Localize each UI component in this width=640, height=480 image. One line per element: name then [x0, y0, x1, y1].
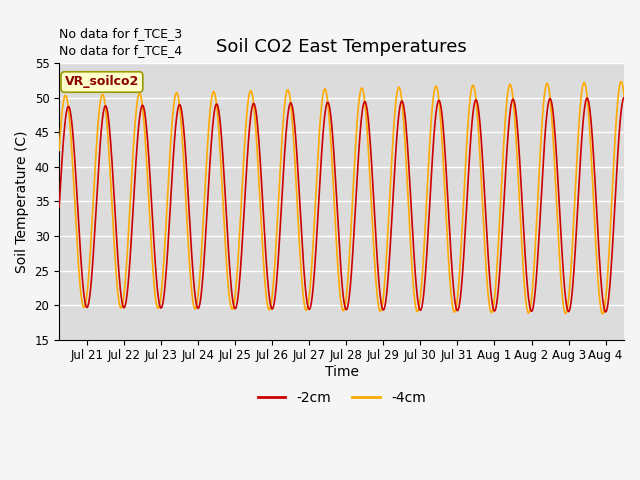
Text: No data for f_TCE_4: No data for f_TCE_4 [59, 44, 182, 57]
X-axis label: Time: Time [324, 365, 358, 379]
Legend: -2cm, -4cm: -2cm, -4cm [252, 385, 431, 410]
Title: Soil CO2 East Temperatures: Soil CO2 East Temperatures [216, 38, 467, 56]
Y-axis label: Soil Temperature (C): Soil Temperature (C) [15, 130, 29, 273]
Text: No data for f_TCE_3: No data for f_TCE_3 [59, 27, 182, 40]
Text: VR_soilco2: VR_soilco2 [65, 75, 139, 88]
